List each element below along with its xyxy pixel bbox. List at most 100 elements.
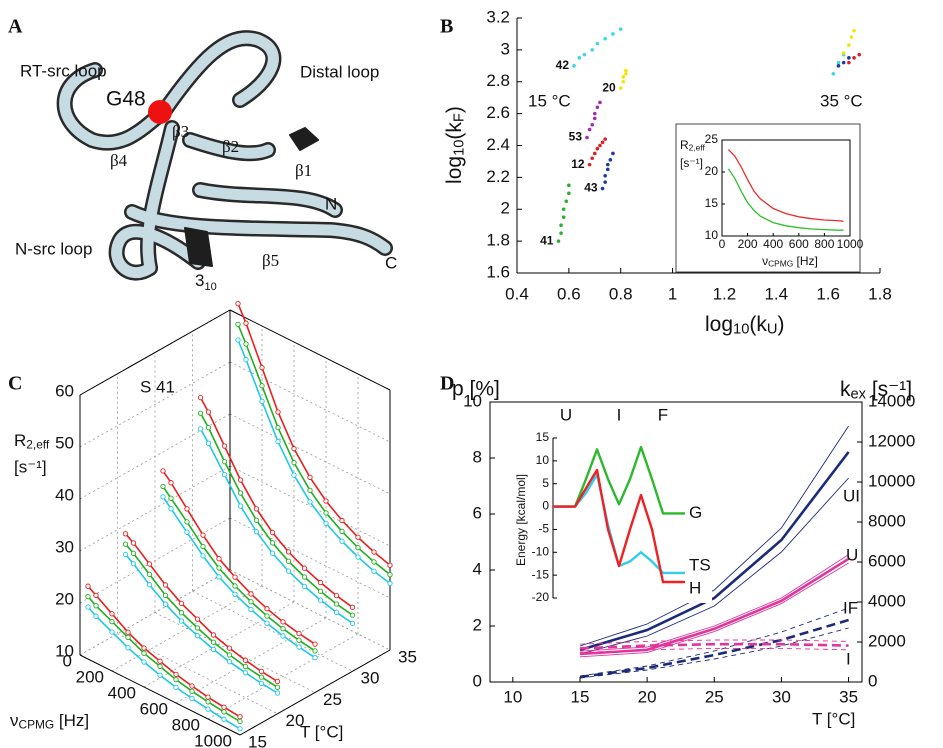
structure-label: β2 bbox=[222, 137, 239, 156]
point bbox=[210, 646, 217, 653]
strand-edge bbox=[289, 127, 319, 151]
series-label: 20 bbox=[602, 80, 616, 94]
point bbox=[600, 186, 605, 191]
point bbox=[339, 528, 345, 535]
structure-label: β4 bbox=[110, 151, 128, 170]
point bbox=[592, 151, 597, 156]
inset-x-axis-label-part: [Hz] bbox=[793, 254, 818, 268]
point bbox=[317, 597, 324, 603]
series-label: I bbox=[846, 649, 851, 668]
x-tick-label: 0.4 bbox=[505, 284, 529, 303]
point bbox=[852, 56, 856, 60]
point bbox=[109, 618, 115, 625]
point bbox=[226, 652, 233, 658]
point bbox=[221, 709, 227, 715]
point bbox=[603, 173, 607, 178]
x-axis-label-part: log bbox=[705, 313, 733, 336]
panel-label: D bbox=[440, 373, 454, 395]
panel-b: B 15 °C 35 °C 1.6 1.8 2 2.2 2.4 2.6 2.8 3 3.2 0.4… bbox=[440, 7, 892, 337]
panel-label: A bbox=[8, 16, 23, 38]
energy-curve bbox=[553, 468, 685, 584]
x-axis-label-part: U bbox=[767, 321, 778, 337]
point bbox=[237, 490, 244, 496]
y-axis-label-part: ) bbox=[443, 106, 466, 113]
point bbox=[621, 75, 626, 79]
y-axis-label-part: F bbox=[451, 113, 467, 122]
point bbox=[184, 519, 190, 525]
structure-label: RT-src loop bbox=[20, 61, 107, 80]
x-axis-label: T [°C] bbox=[812, 709, 855, 728]
box-edge bbox=[239, 649, 391, 736]
structure-label: β3 bbox=[172, 122, 189, 141]
y-tick-label: 2.8 bbox=[486, 71, 510, 90]
point bbox=[285, 558, 292, 564]
inset-y-tick-label: 15 bbox=[705, 196, 719, 210]
point bbox=[590, 122, 594, 127]
z-tick-label: 20 bbox=[55, 589, 74, 608]
point bbox=[608, 158, 613, 162]
ribbon bbox=[111, 226, 204, 279]
state-label: U bbox=[560, 405, 572, 424]
point bbox=[307, 487, 313, 494]
series-label: 12 bbox=[571, 157, 585, 171]
y2-tick-label: 10000 bbox=[868, 471, 915, 490]
inset-x-tick-label: 200 bbox=[738, 237, 758, 251]
series-line bbox=[579, 451, 850, 652]
x-tick-label: 0.6 bbox=[557, 284, 581, 303]
curve-label: H bbox=[689, 578, 701, 597]
point bbox=[146, 571, 153, 577]
x-axis-label-part: [Hz] bbox=[54, 711, 89, 730]
inset-x-axis-label: νCPMG [Hz] bbox=[762, 254, 818, 269]
inset-line bbox=[727, 168, 844, 231]
x-axis-label: νCPMG [Hz] bbox=[10, 711, 89, 731]
x-tick-label: 1 bbox=[668, 284, 677, 303]
series-label: IF bbox=[843, 598, 858, 617]
point bbox=[237, 503, 244, 509]
point bbox=[85, 604, 91, 610]
point bbox=[259, 364, 265, 371]
point bbox=[280, 633, 286, 639]
x-axis-label-part: 10 bbox=[733, 321, 749, 337]
point bbox=[618, 86, 623, 90]
point bbox=[232, 574, 238, 580]
x-tick-label: 1.2 bbox=[713, 284, 737, 303]
inset-y-tick-label: -20 bbox=[532, 590, 550, 604]
point bbox=[603, 137, 607, 141]
point bbox=[162, 592, 169, 598]
inset-x-tick-label: 800 bbox=[814, 237, 834, 251]
state-label: I bbox=[617, 405, 622, 424]
point bbox=[841, 60, 846, 65]
x-tick-label: 0.8 bbox=[609, 284, 633, 303]
point bbox=[264, 606, 270, 612]
point bbox=[285, 549, 292, 555]
x-tick-label: 1000 bbox=[194, 731, 232, 748]
point bbox=[333, 609, 340, 615]
point bbox=[253, 517, 260, 523]
point bbox=[235, 321, 241, 328]
point bbox=[216, 556, 222, 562]
point bbox=[226, 645, 233, 651]
point bbox=[595, 41, 600, 46]
point bbox=[598, 100, 602, 105]
inset-y-axis-label: R2,eff bbox=[680, 138, 705, 153]
inset-y-unit: [s⁻¹] bbox=[680, 156, 703, 170]
ribbon bbox=[184, 134, 274, 159]
point bbox=[162, 601, 169, 607]
point bbox=[349, 620, 356, 627]
point bbox=[189, 695, 195, 702]
y2-axis-label-part: k bbox=[840, 378, 851, 401]
point bbox=[624, 71, 628, 76]
point bbox=[173, 671, 179, 678]
point bbox=[312, 655, 318, 661]
point bbox=[184, 529, 190, 535]
point bbox=[122, 541, 129, 547]
x-tick-label: 800 bbox=[172, 715, 200, 734]
point bbox=[296, 630, 302, 637]
point bbox=[141, 659, 147, 665]
inset-y-tick-label: 10 bbox=[705, 228, 719, 242]
inset-x-axis-label-part: CPMG bbox=[768, 259, 793, 269]
point bbox=[274, 684, 281, 690]
inset-line bbox=[727, 149, 844, 222]
grid-line bbox=[192, 590, 353, 672]
